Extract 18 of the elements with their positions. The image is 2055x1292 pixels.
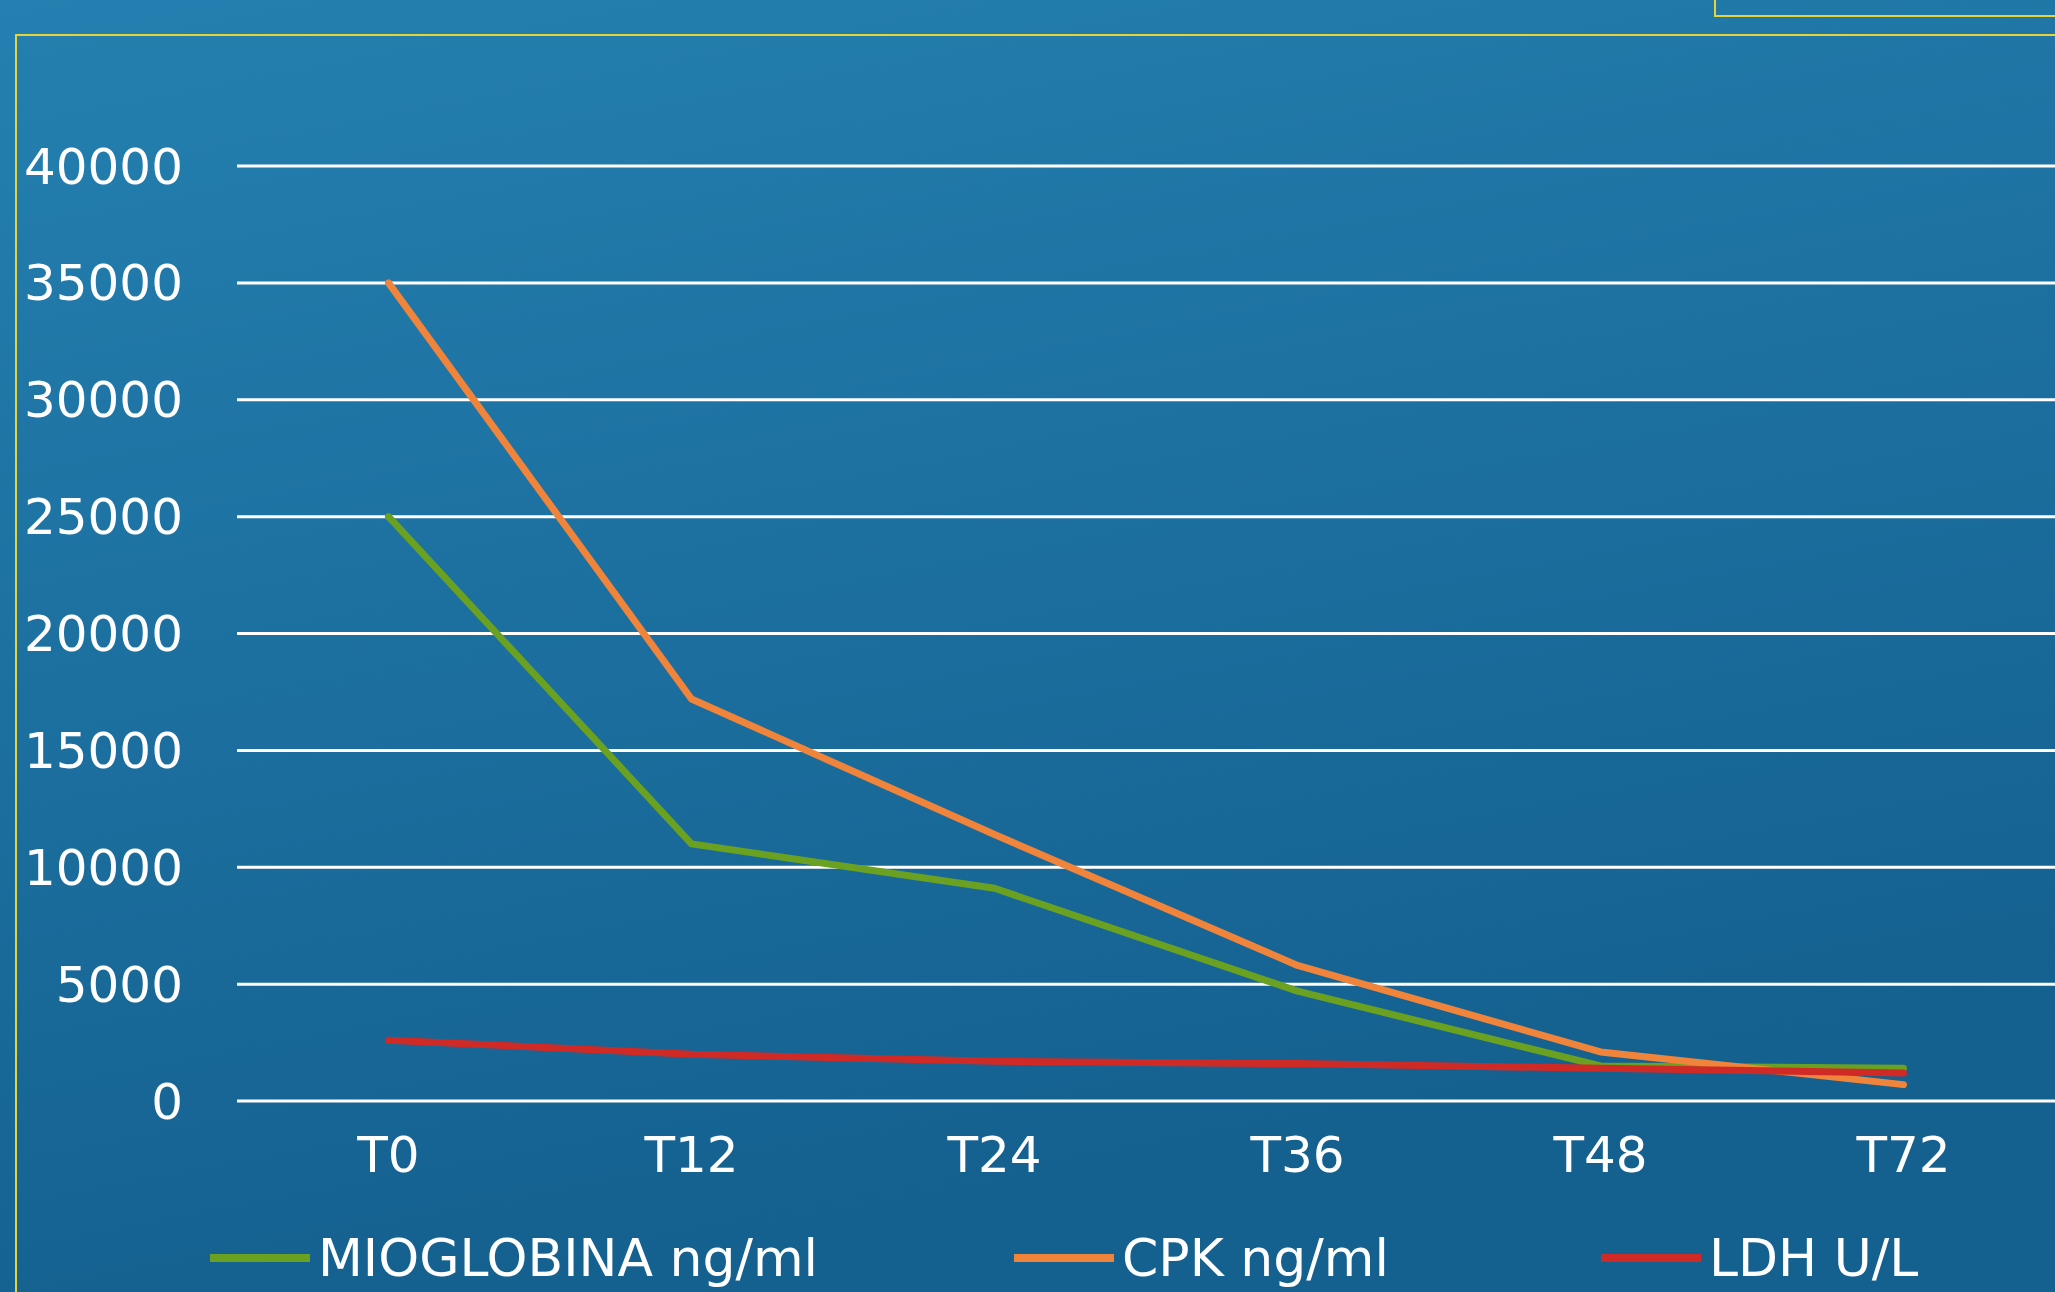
x-tick-label: T12 <box>643 1126 739 1184</box>
y-tick-label: 5000 <box>55 955 183 1014</box>
y-tick-label: 35000 <box>23 254 183 313</box>
x-tick-label: T36 <box>1249 1126 1345 1184</box>
x-tick-label: T72 <box>1855 1126 1951 1184</box>
y-tick-label: 15000 <box>23 721 183 780</box>
y-tick-label: 20000 <box>23 605 183 663</box>
y-tick-label: 25000 <box>23 488 183 547</box>
legend-label: MIOGLOBINA ng/ml <box>318 1228 819 1289</box>
x-tick-label: T24 <box>946 1126 1042 1184</box>
legend-label: LDH U/L <box>1709 1228 1919 1289</box>
y-tick-label: 40000 <box>23 137 183 196</box>
y-tick-label: 10000 <box>23 838 183 897</box>
y-tick-label: 30000 <box>23 371 183 430</box>
legend-label: CPK ng/ml <box>1122 1228 1389 1289</box>
y-tick-label: 0 <box>151 1072 183 1131</box>
x-tick-label: T0 <box>356 1126 420 1184</box>
x-tick-label: T48 <box>1552 1126 1648 1184</box>
